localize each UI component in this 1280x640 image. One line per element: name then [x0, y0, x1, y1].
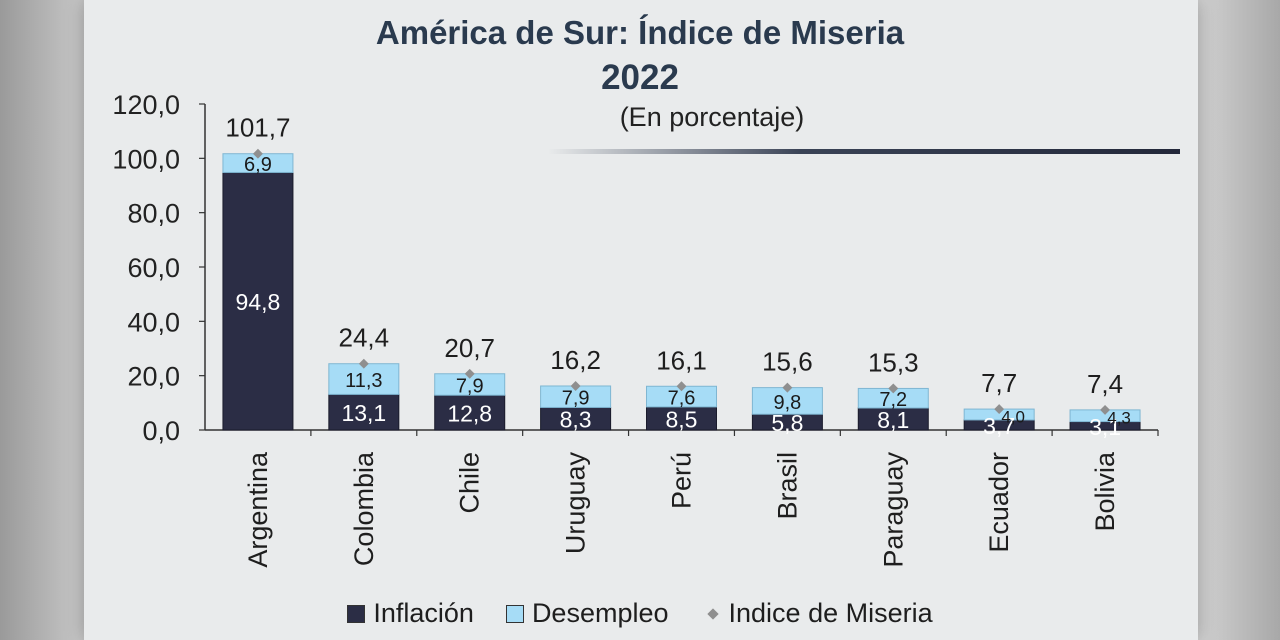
data-label-desempleo: 7,2: [879, 389, 907, 411]
data-label-inflacion: 8,5: [666, 406, 698, 432]
x-tick-label: Bolivia: [1090, 451, 1120, 532]
data-label-desempleo: 9,8: [773, 392, 801, 414]
bar-inflacion: [222, 171, 294, 431]
x-tick-label: Brasil: [772, 452, 802, 520]
data-label-inflacion: 13,1: [341, 400, 386, 426]
legend-marker-indice: [706, 607, 719, 620]
marker-indice: [888, 383, 899, 394]
marker-indice: [358, 358, 369, 369]
legend-label-inflacion: Inflación: [373, 598, 474, 628]
x-tick-label: Paraguay: [878, 452, 908, 568]
data-label-indice: 7,7: [981, 368, 1017, 398]
data-label-indice: 20,7: [444, 333, 495, 363]
marker-indice: [570, 381, 581, 391]
chart-legend: Inflación Desempleo Indice de Miseria: [0, 598, 1280, 629]
y-tick-label: 100,0: [112, 144, 180, 174]
y-tick-label: 80,0: [127, 199, 180, 229]
y-tick-label: 60,0: [127, 253, 180, 283]
data-label-inflacion: 3,7: [983, 413, 1015, 439]
data-label-desempleo: 11,3: [345, 370, 382, 392]
data-label-desempleo: 7,9: [562, 388, 590, 410]
marker-indice: [676, 381, 687, 392]
legend-item-inflacion: Inflación: [347, 598, 474, 629]
data-label-inflacion: 12,8: [447, 401, 492, 427]
chart-subtitle: (En porcentaje): [619, 102, 805, 132]
legend-swatch-inflacion: [347, 604, 366, 623]
data-label-indice: 7,4: [1087, 369, 1123, 399]
data-label-inflacion: 8,1: [877, 407, 909, 433]
marker-indice: [782, 382, 793, 393]
data-label-desempleo: 4,3: [1107, 409, 1131, 428]
y-tick-label: 0,0: [142, 416, 180, 446]
data-label-indice: 15,3: [868, 347, 919, 377]
data-label-inflacion: 94,8: [236, 289, 281, 315]
marker-indice: [252, 148, 263, 159]
data-label-indice: 101,7: [225, 113, 290, 143]
x-tick-label: Chile: [455, 452, 485, 514]
y-tick-label: 40,0: [127, 307, 180, 337]
title-underline: [548, 149, 1180, 154]
marker-indice: [994, 404, 1005, 415]
data-label-desempleo: 6,9: [244, 154, 272, 176]
legend-item-indice: Indice de Miseria: [701, 598, 933, 629]
y-tick-label: 20,0: [127, 362, 180, 392]
x-tick-label: Argentina: [243, 451, 273, 568]
data-label-indice: 16,1: [656, 345, 707, 375]
data-label-indice: 24,4: [339, 323, 390, 353]
x-tick-label: Colombia: [349, 451, 379, 566]
legend-item-desempleo: Desempleo: [505, 598, 669, 629]
data-label-desempleo: 7,6: [668, 388, 696, 410]
chart-title: América de Sur: Índice de Miseria: [375, 14, 905, 51]
x-tick-label: Perú: [667, 452, 697, 509]
data-label-inflacion: 8,3: [560, 407, 592, 433]
chart-year: 2022: [601, 58, 679, 97]
marker-indice: [1100, 404, 1111, 415]
data-label-indice: 16,2: [550, 345, 601, 375]
data-label-inflacion: 5,8: [771, 410, 803, 436]
legend-label-desempleo: Desempleo: [531, 598, 669, 628]
legend-label-indice: Indice de Miseria: [728, 598, 933, 628]
data-label-inflacion: 3,1: [1089, 414, 1121, 440]
data-label-indice: 15,6: [762, 347, 813, 377]
data-label-desempleo: 4,0: [1001, 408, 1025, 427]
x-tick-label: Ecuador: [984, 452, 1014, 553]
legend-swatch-desempleo: [505, 604, 524, 623]
y-tick-label: 120,0: [112, 90, 180, 120]
marker-indice: [464, 368, 475, 379]
x-tick-label: Uruguay: [561, 452, 591, 555]
data-label-desempleo: 7,9: [456, 375, 484, 397]
